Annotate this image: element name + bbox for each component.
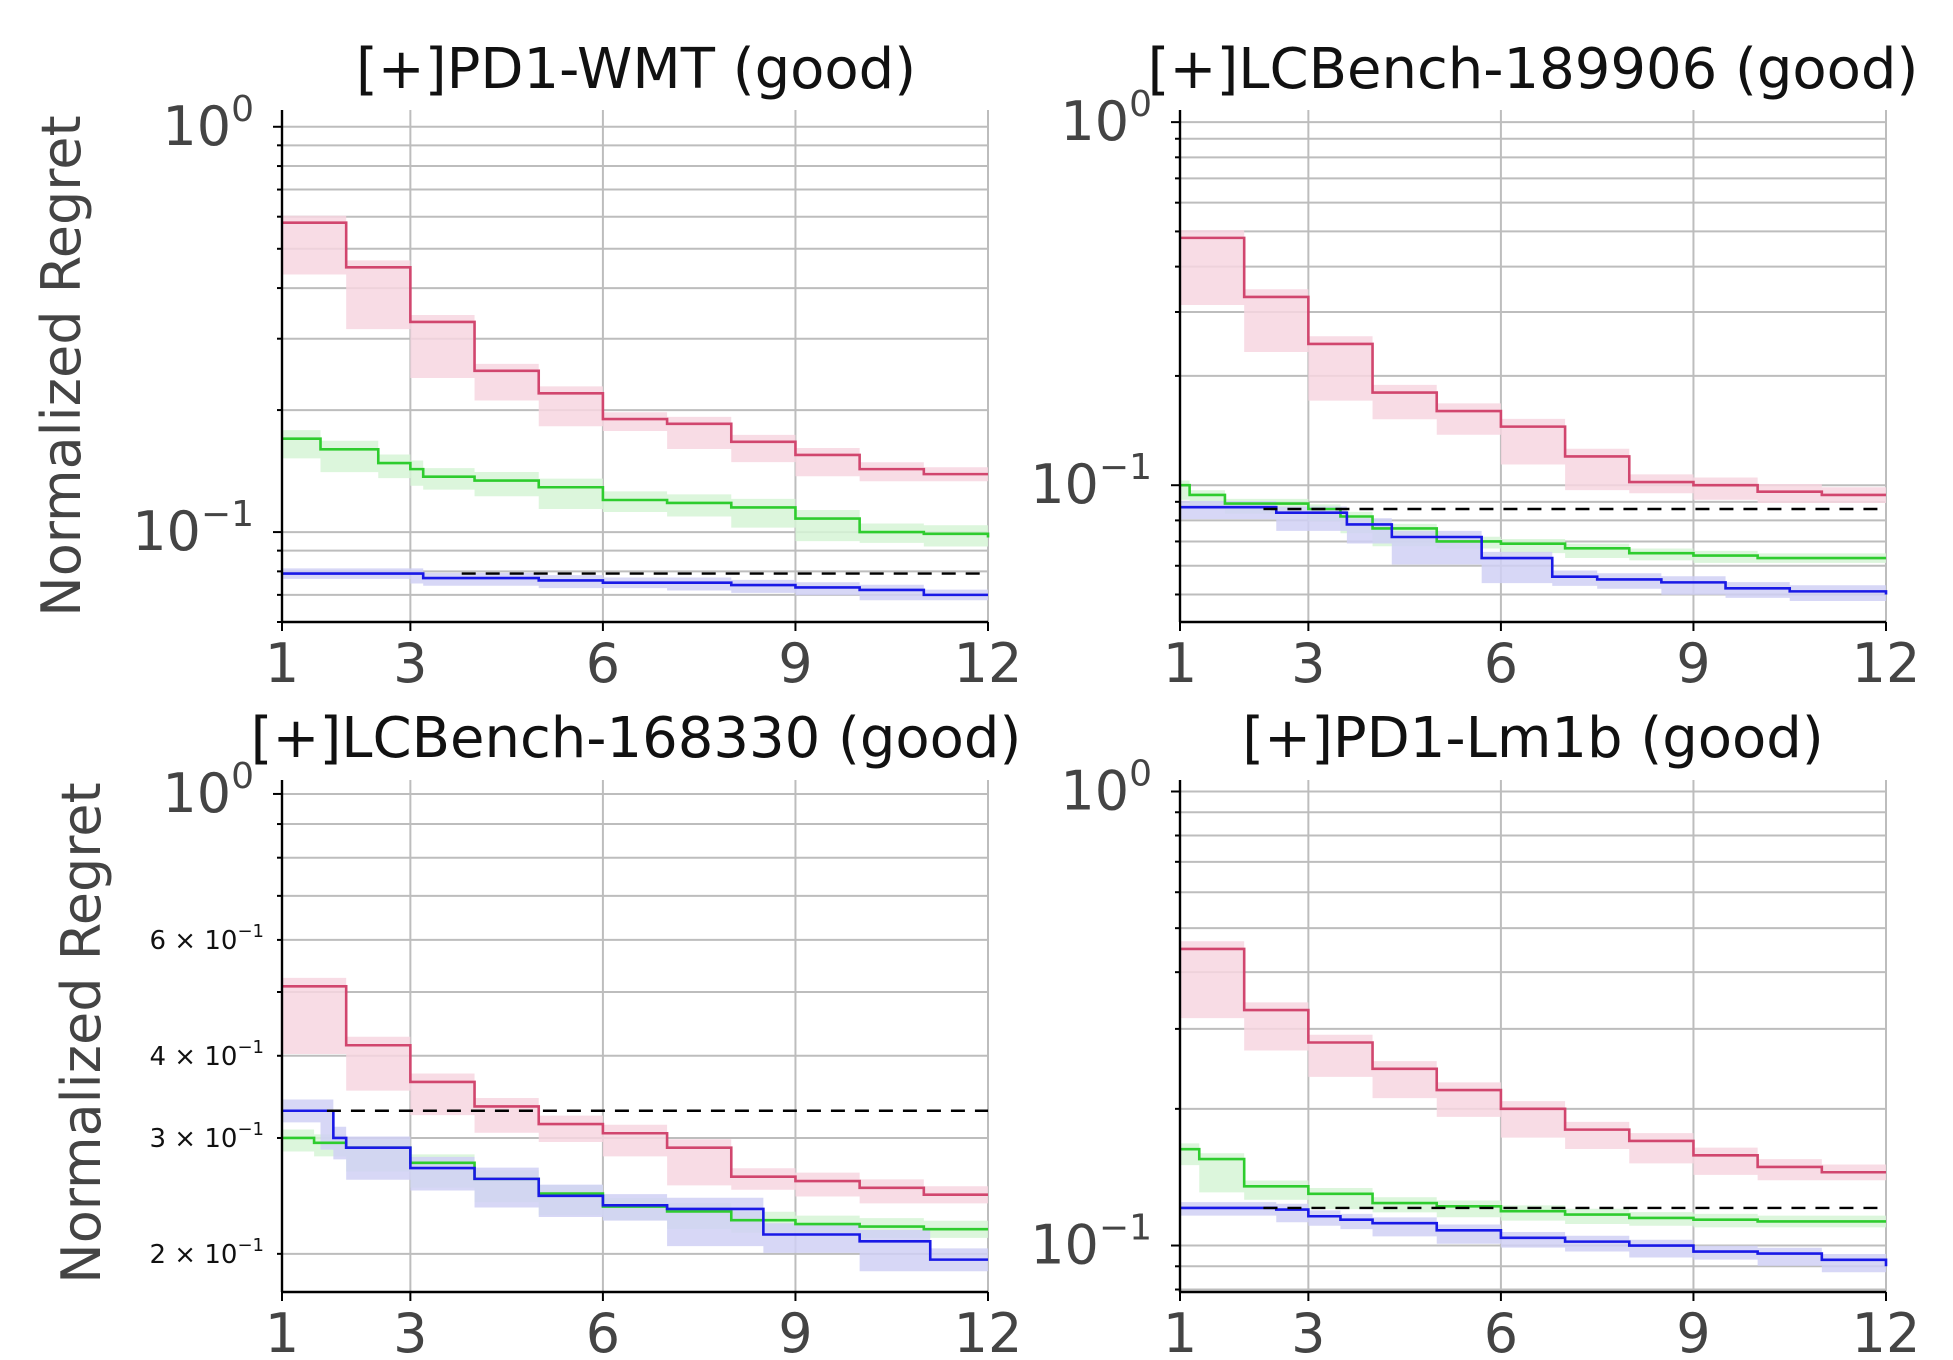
series-band-2: [1180, 1143, 1886, 1228]
x-tick-label: 6: [586, 632, 620, 695]
series-band-1: [1180, 230, 1886, 504]
panel-2: 1 3 6 9 12 100 10−1 [+]LCBench-189906 (good): [1030, 37, 1920, 695]
series-band-2: [282, 1129, 988, 1238]
series-line-3: [282, 572, 988, 597]
x-tick-label: 1: [1163, 632, 1197, 695]
y-tick-label: 100: [162, 756, 254, 825]
x-tick-label: 12: [1852, 632, 1921, 695]
x-tick-label: 12: [954, 1302, 1023, 1360]
series-band-1: [1180, 941, 1886, 1181]
x-tick-label: 1: [1163, 1302, 1197, 1360]
series-line-2: [1180, 483, 1886, 560]
panel-title: [+]PD1-Lm1b (good): [1242, 706, 1823, 771]
y-tick-label: 100: [1060, 753, 1152, 822]
x-tick-label: 12: [954, 632, 1023, 695]
y-tick-label: 10−1: [132, 494, 254, 563]
x-tick-label: 6: [1484, 1302, 1518, 1360]
x-tick-label: 9: [778, 632, 812, 695]
x-tick-label: 1: [265, 1302, 299, 1360]
series-band-1: [282, 977, 988, 1204]
y-tick-label: 10−1: [1030, 447, 1152, 516]
y-minor-tick-label: 2 × 10−1: [150, 1235, 265, 1270]
series-line-3: [1180, 505, 1888, 595]
y-minor-tick-label: 3 × 10−1: [150, 1119, 265, 1154]
panel-1: 1 3 6 9 12 100 10−1 [+]PD1-WMT (good) Normalized…: [30, 37, 1022, 695]
y-tick-label: 100: [1060, 84, 1152, 153]
series-line-3: [1180, 1206, 1888, 1267]
panel-title: [+]LCBench-189906 (good): [1148, 37, 1919, 102]
x-tick-label: 9: [778, 1302, 812, 1360]
series-line-1: [282, 221, 988, 476]
x-tick-label: 3: [393, 632, 427, 695]
y-minor-tick-label: 6 × 10−1: [150, 921, 265, 956]
panel-4: 1 3 6 9 12 100 10−1 [+]PD1-Lm1b (good): [1030, 706, 1920, 1360]
y-axis-label: Normalized Regret: [50, 782, 113, 1283]
series-line-1: [1180, 236, 1886, 497]
x-tick-label: 3: [1291, 632, 1325, 695]
series-band-2: [1180, 480, 1886, 563]
panel-title: [+]PD1-WMT (good): [356, 37, 916, 102]
x-tick-label: 1: [265, 632, 299, 695]
y-tick-label: 10−1: [1030, 1208, 1152, 1277]
x-tick-label: 6: [586, 1302, 620, 1360]
x-tick-label: 3: [1291, 1302, 1325, 1360]
series-band-3: [1180, 500, 1886, 601]
series-band-3: [282, 568, 988, 601]
series-line-2: [1180, 1147, 1886, 1223]
series-band-2: [282, 430, 988, 547]
x-tick-label: 9: [1676, 632, 1710, 695]
series-line-1: [282, 985, 988, 1196]
y-axis-label: Normalized Regret: [30, 115, 93, 616]
panel-title: [+]LCBench-168330 (good): [251, 706, 1022, 771]
y-tick-label: 100: [162, 89, 254, 158]
x-tick-label: 6: [1484, 632, 1518, 695]
x-tick-label: 3: [393, 1302, 427, 1360]
series-line-2: [282, 437, 990, 538]
series-band-3: [282, 1099, 988, 1272]
y-minor-tick-label: 4 × 10−1: [150, 1037, 265, 1072]
series-band-1: [282, 215, 988, 482]
x-tick-label: 12: [1852, 1302, 1921, 1360]
series-line-1: [1180, 947, 1886, 1174]
series-line-3: [282, 1109, 988, 1261]
panel-3: 1 3 6 9 12 100 6 × 10−1 4 × 10−1 3 × 10−1 2 × 10−…: [50, 706, 1022, 1360]
x-tick-label: 9: [1676, 1302, 1710, 1360]
